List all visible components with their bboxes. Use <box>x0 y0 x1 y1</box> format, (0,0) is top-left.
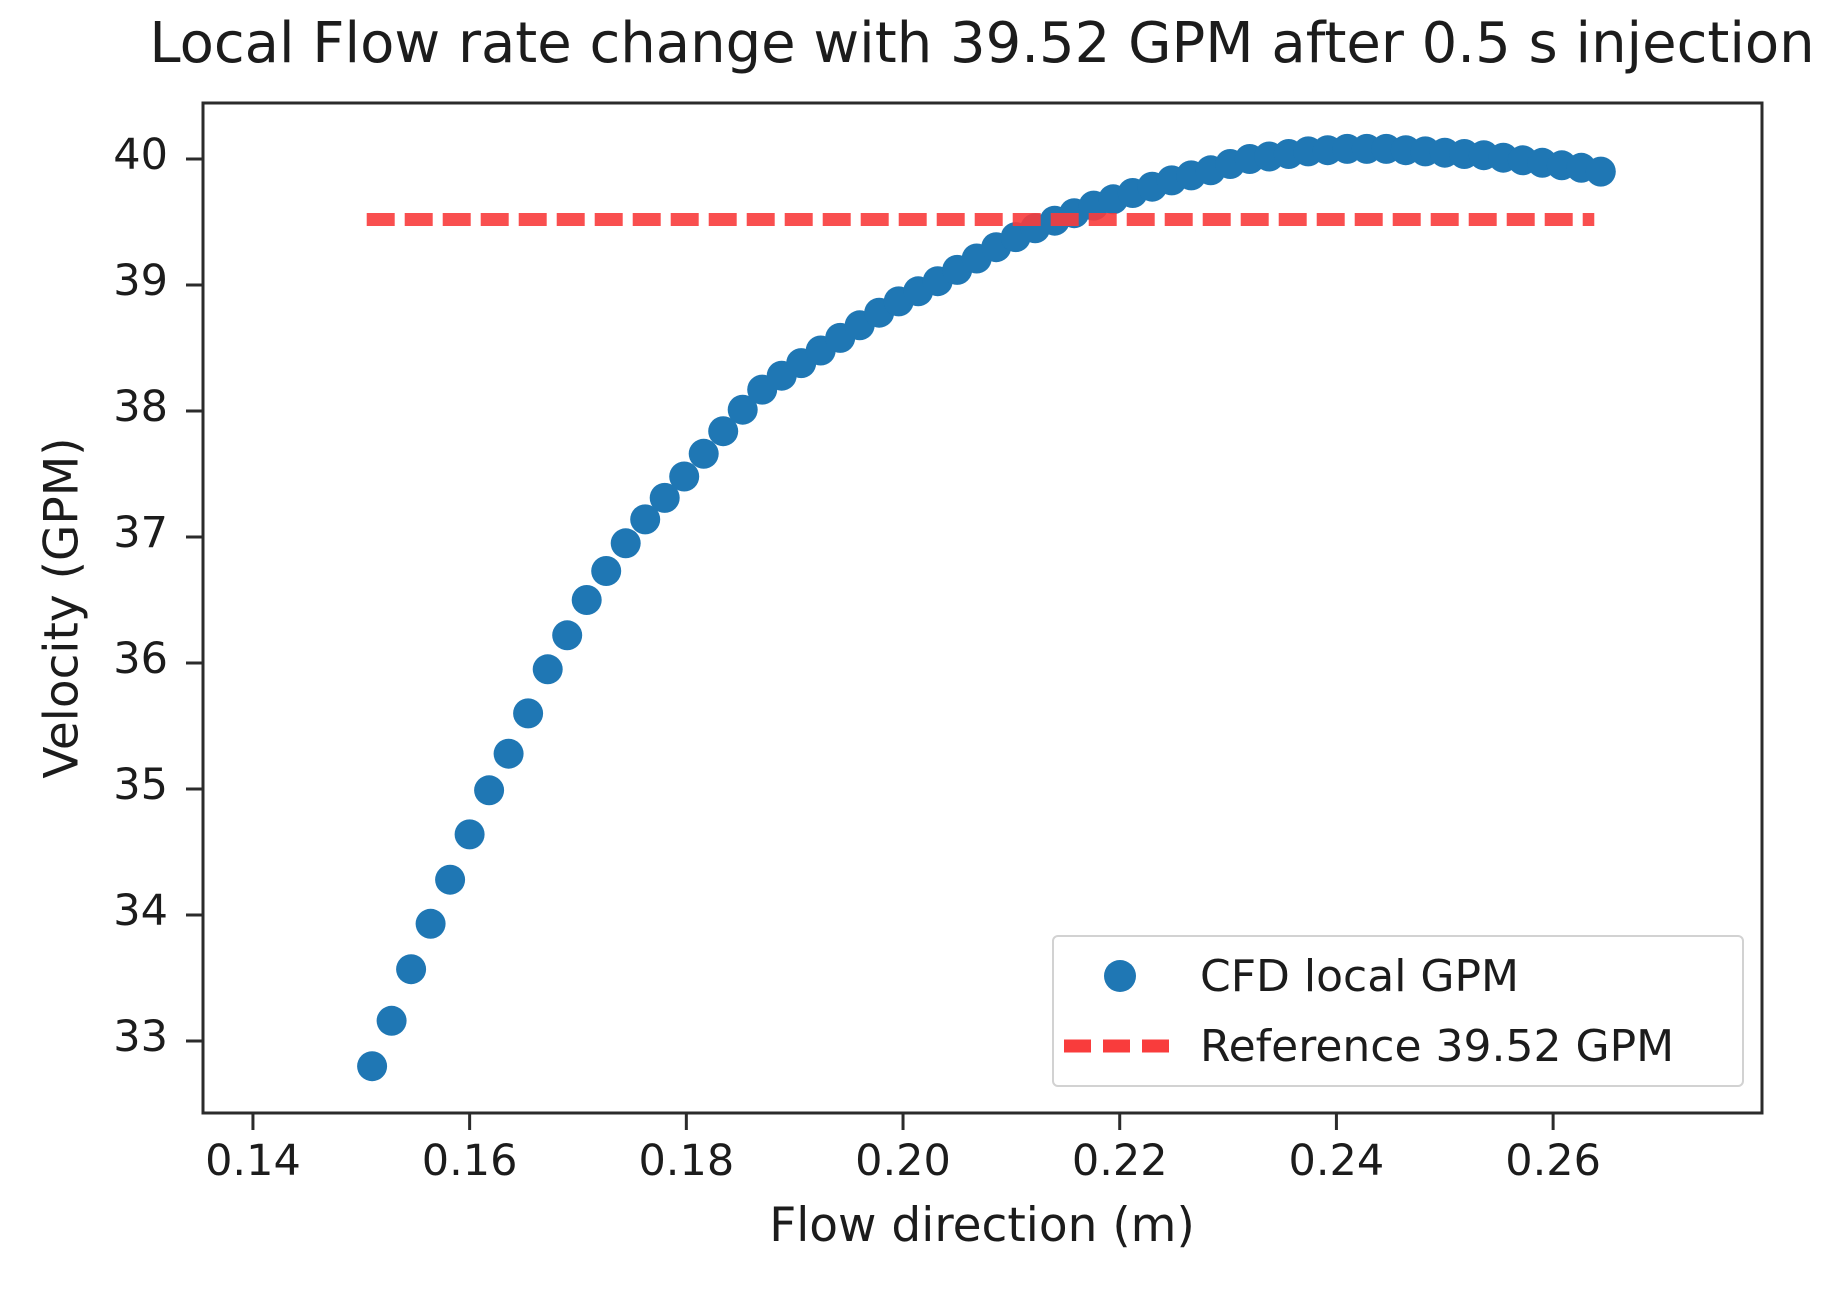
scatter-point <box>591 556 622 586</box>
x-axis-label: Flow direction (m) <box>769 1198 1195 1253</box>
scatter-point <box>571 585 602 615</box>
legend: CFD local GPM Reference 39.52 GPM <box>1052 935 1744 1087</box>
scatter-point <box>513 698 544 729</box>
scatter-point <box>1585 156 1616 187</box>
legend-item-reference: Reference 39.52 GPM <box>1054 1014 1742 1078</box>
legend-label-cfd: CFD local GPM <box>1200 950 1519 1002</box>
legend-item-cfd: CFD local GPM <box>1054 944 1742 1008</box>
y-tick-label: 40 <box>113 129 168 180</box>
chart-title: Local Flow rate change with 39.52 GPM af… <box>149 11 1815 76</box>
scatter-point <box>376 1005 407 1036</box>
scatter-point <box>357 1051 388 1082</box>
scatter-point <box>630 504 661 535</box>
dashed-line-icon <box>1054 1024 1186 1068</box>
x-tick-label: 0.14 <box>205 1136 301 1186</box>
scatter-point <box>688 438 719 469</box>
scatter-point <box>454 819 485 850</box>
scatter-point <box>727 394 758 425</box>
legend-label-reference: Reference 39.52 GPM <box>1200 1020 1675 1072</box>
scatter-point <box>708 416 739 447</box>
y-tick-label: 36 <box>113 633 168 684</box>
y-tick-label: 33 <box>113 1012 168 1062</box>
scatter-point <box>649 482 680 513</box>
y-tick-label: 37 <box>113 507 168 558</box>
scatter-point <box>610 528 641 559</box>
x-tick-label: 0.26 <box>1505 1136 1601 1186</box>
scatter-point <box>532 654 563 685</box>
x-tick-label: 0.22 <box>1071 1136 1168 1186</box>
y-axis-label: Velocity (GPM) <box>34 437 90 779</box>
scatter-point <box>669 461 700 492</box>
y-tick-label: 35 <box>113 760 168 810</box>
x-tick-label: 0.20 <box>855 1136 951 1186</box>
axes-frame <box>201 101 1764 1115</box>
legend-dot <box>1104 960 1136 992</box>
y-tick-label: 39 <box>113 255 168 306</box>
scatter-marker-icon <box>1054 954 1186 998</box>
y-tick-label: 38 <box>113 381 168 432</box>
scatter-point <box>435 864 466 895</box>
x-tick-label: 0.18 <box>638 1136 735 1186</box>
scatter-point <box>396 954 427 985</box>
y-tick-label: 34 <box>113 886 168 936</box>
scatter-point <box>474 775 505 806</box>
x-tick-label: 0.16 <box>421 1136 518 1186</box>
scatter-point <box>493 738 524 769</box>
scatter-point <box>552 620 583 651</box>
scatter-point <box>415 908 446 939</box>
x-tick-label: 0.24 <box>1288 1136 1385 1186</box>
